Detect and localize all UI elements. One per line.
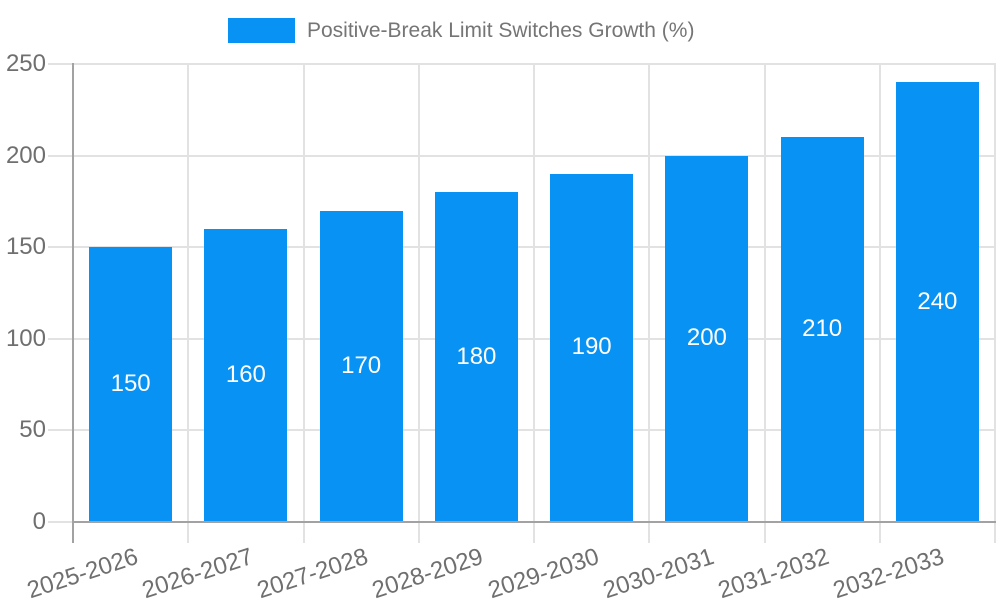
legend-label: Positive-Break Limit Switches Growth (%) <box>307 18 695 42</box>
bar[interactable]: 240 <box>895 82 979 521</box>
bar-value-label: 240 <box>917 287 958 315</box>
y-axis-line <box>72 63 74 543</box>
bar-value-label: 200 <box>686 324 727 352</box>
y-tick-mark <box>48 429 73 432</box>
y-tick-label: 0 <box>32 508 46 535</box>
bar-value-label: 190 <box>571 333 612 361</box>
y-tick-label: 250 <box>5 50 46 77</box>
x-tick-mark <box>187 523 190 543</box>
y-tick-mark <box>48 521 73 523</box>
x-gridline <box>763 63 766 523</box>
x-tick-mark <box>878 523 881 543</box>
x-tick-mark <box>763 523 766 543</box>
bar-value-label: 210 <box>802 315 843 343</box>
x-axis-line <box>72 521 996 523</box>
bar[interactable]: 210 <box>780 137 864 521</box>
x-tick-mark <box>302 523 305 543</box>
x-gridline <box>302 63 305 523</box>
x-tick-mark <box>648 523 651 543</box>
y-tick-label: 200 <box>5 141 46 169</box>
bar-value-label: 170 <box>341 351 382 379</box>
x-gridline <box>417 63 420 523</box>
x-gridline <box>878 63 881 523</box>
legend-swatch <box>228 18 295 43</box>
x-gridline <box>648 63 651 523</box>
y-tick-label: 50 <box>19 416 46 444</box>
bar[interactable]: 180 <box>434 192 518 521</box>
x-tick-mark <box>417 523 420 543</box>
y-tick-label: 100 <box>5 324 46 352</box>
legend-item[interactable]: Positive-Break Limit Switches Growth (%) <box>228 18 694 43</box>
bar[interactable]: 190 <box>550 173 634 521</box>
bar[interactable]: 200 <box>665 155 749 521</box>
y-tick-label: 150 <box>5 233 46 261</box>
y-tick-mark <box>48 154 73 157</box>
x-tick-mark <box>533 523 535 543</box>
y-tick-mark <box>48 337 73 340</box>
y-tick-mark <box>48 63 73 65</box>
x-gridline <box>994 63 996 523</box>
bar[interactable]: 150 <box>89 247 173 521</box>
bar-value-label: 180 <box>456 342 497 370</box>
y-tick-mark <box>48 246 73 249</box>
bar[interactable]: 160 <box>204 228 288 521</box>
bar-value-label: 150 <box>110 370 151 398</box>
bar-value-label: 160 <box>225 360 266 388</box>
x-gridline <box>187 63 190 523</box>
bar[interactable]: 170 <box>319 210 403 521</box>
x-gridline <box>533 63 535 523</box>
x-tick-mark <box>994 523 996 543</box>
